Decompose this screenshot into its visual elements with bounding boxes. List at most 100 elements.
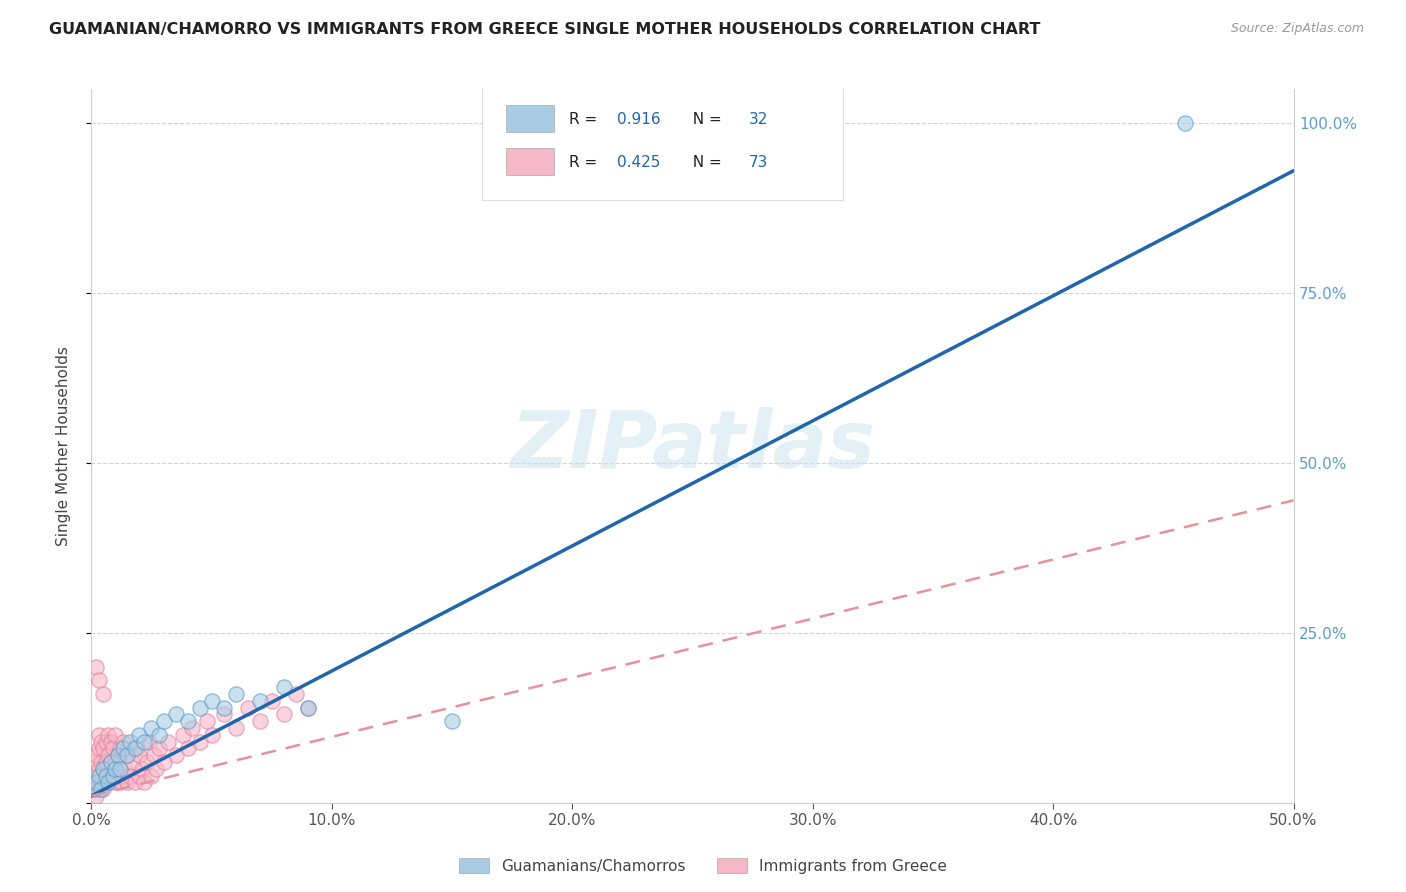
Bar xyxy=(506,105,554,132)
Text: 0.916: 0.916 xyxy=(617,112,661,128)
Point xyxy=(100,755,122,769)
Point xyxy=(94,769,117,783)
Point xyxy=(97,775,120,789)
Point xyxy=(117,748,139,763)
Point xyxy=(273,707,295,722)
Point xyxy=(94,775,117,789)
Point xyxy=(148,728,170,742)
Point xyxy=(83,782,105,797)
Point xyxy=(440,714,463,729)
Point xyxy=(172,728,194,742)
Point xyxy=(135,755,157,769)
Point xyxy=(94,755,117,769)
Point xyxy=(145,762,167,776)
Point xyxy=(124,775,146,789)
Point xyxy=(176,741,198,756)
Point xyxy=(93,762,115,776)
Point xyxy=(84,660,107,674)
Point xyxy=(118,734,141,748)
Point xyxy=(195,714,218,729)
Point xyxy=(100,755,122,769)
Point xyxy=(157,734,180,748)
Point xyxy=(1174,116,1197,130)
Point xyxy=(93,782,115,797)
Y-axis label: Single Mother Households: Single Mother Households xyxy=(56,346,70,546)
Point xyxy=(104,775,127,789)
Point xyxy=(104,755,127,769)
Point xyxy=(225,687,247,701)
Point xyxy=(83,769,105,783)
Text: 0.425: 0.425 xyxy=(617,155,659,170)
Point xyxy=(176,714,198,729)
Point xyxy=(118,769,141,783)
Point xyxy=(93,687,115,701)
Text: ZIPatlas: ZIPatlas xyxy=(510,407,875,485)
Point xyxy=(141,721,163,735)
Point xyxy=(128,748,150,763)
Point xyxy=(138,734,160,748)
Point xyxy=(100,775,122,789)
Point xyxy=(84,748,107,763)
Point xyxy=(124,741,146,756)
Point xyxy=(165,748,187,763)
Point xyxy=(212,707,235,722)
Point xyxy=(87,782,110,797)
Point xyxy=(93,741,115,756)
Point xyxy=(90,755,112,769)
Point xyxy=(236,700,259,714)
Point xyxy=(101,741,124,756)
Point xyxy=(128,769,150,783)
Point xyxy=(117,775,139,789)
Point xyxy=(83,755,105,769)
Point xyxy=(131,762,153,776)
Point xyxy=(201,728,224,742)
Point xyxy=(107,748,129,763)
Point xyxy=(87,769,110,783)
Point xyxy=(94,734,117,748)
Point xyxy=(107,748,129,763)
Point xyxy=(188,734,211,748)
Point xyxy=(90,734,112,748)
Legend: Guamanians/Chamorros, Immigrants from Greece: Guamanians/Chamorros, Immigrants from Gr… xyxy=(453,852,953,880)
Text: R =: R = xyxy=(568,112,602,128)
Point xyxy=(84,789,107,803)
Point xyxy=(134,734,156,748)
Point xyxy=(100,734,122,748)
Point xyxy=(83,782,105,797)
Point xyxy=(181,721,204,735)
Bar xyxy=(506,148,554,175)
Point xyxy=(134,775,156,789)
Point xyxy=(225,721,247,735)
Point xyxy=(111,769,134,783)
Point xyxy=(114,762,136,776)
Point xyxy=(284,687,307,701)
Point xyxy=(84,775,107,789)
Point xyxy=(90,775,112,789)
Text: 32: 32 xyxy=(749,112,768,128)
Point xyxy=(152,714,174,729)
Point xyxy=(201,694,224,708)
Point xyxy=(148,741,170,756)
Point xyxy=(101,769,124,783)
Point xyxy=(87,673,110,688)
Point xyxy=(141,769,163,783)
Point xyxy=(104,762,127,776)
Point xyxy=(111,741,134,756)
Point xyxy=(90,782,112,797)
Point xyxy=(97,769,120,783)
Point xyxy=(104,728,127,742)
Point xyxy=(87,762,110,776)
Point xyxy=(121,755,143,769)
Point xyxy=(101,769,124,783)
Point xyxy=(188,700,211,714)
Point xyxy=(97,748,120,763)
Point xyxy=(297,700,319,714)
Point xyxy=(111,734,134,748)
Point xyxy=(142,748,165,763)
Point xyxy=(125,741,148,756)
Point xyxy=(249,694,271,708)
Text: 73: 73 xyxy=(749,155,768,170)
Text: N =: N = xyxy=(683,155,727,170)
Text: Source: ZipAtlas.com: Source: ZipAtlas.com xyxy=(1230,22,1364,36)
Point xyxy=(273,680,295,694)
